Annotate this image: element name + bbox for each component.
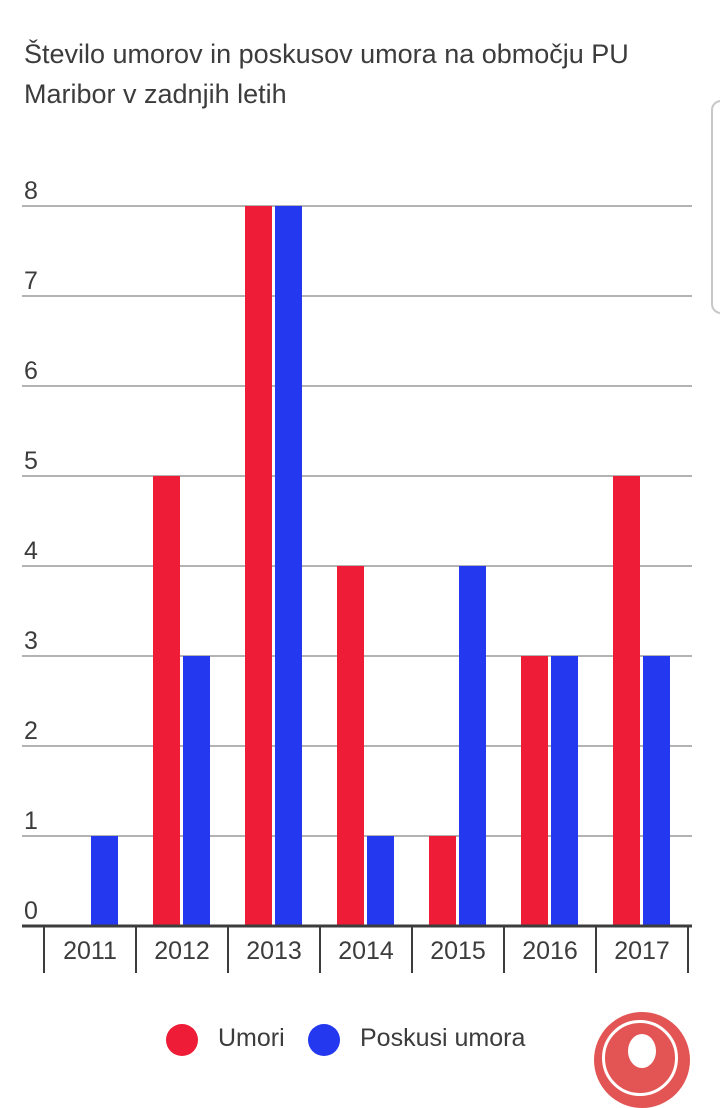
- y-tick-label: 8: [24, 177, 38, 205]
- y-tick-label: 4: [24, 537, 38, 565]
- bar-umori-2017: [613, 476, 640, 926]
- x-tick-label: 2015: [430, 937, 486, 965]
- x-tick-label: 2013: [246, 937, 302, 965]
- bar-umori-2014: [337, 566, 364, 926]
- side-panel-handle[interactable]: [711, 100, 720, 314]
- legend-swatch-umori: [166, 1024, 198, 1056]
- legend: Umori Poskusi umora: [0, 1022, 720, 1058]
- legend-label-umori: Umori: [218, 1024, 285, 1052]
- bar-poskusi-umora-2013: [275, 206, 302, 926]
- bar-poskusi-umora-2012: [183, 656, 210, 926]
- legend-label-poskusi-umora: Poskusi umora: [360, 1024, 526, 1052]
- y-tick-label: 3: [24, 627, 38, 655]
- y-tick-label: 1: [24, 807, 38, 835]
- legend-swatch-poskusi-umora: [308, 1024, 340, 1056]
- bar-umori-2013: [245, 206, 272, 926]
- y-tick-label: 2: [24, 717, 38, 745]
- bar-poskusi-umora-2015: [459, 566, 486, 926]
- bar-chart: 0 1 2 3 4 5 6 7 8 2011 2012 2013 2014 2015 2016 2017: [22, 177, 692, 973]
- bar-poskusi-umora-2017: [643, 656, 670, 926]
- x-tick-label: 2011: [63, 937, 117, 965]
- bar-poskusi-umora-2014: [367, 836, 394, 926]
- x-tick-label: 2016: [522, 937, 578, 965]
- x-tick-label: 2012: [154, 937, 210, 965]
- x-tick-label: 2014: [338, 937, 394, 965]
- y-tick-label: 0: [24, 897, 38, 925]
- y-tick-label: 6: [24, 357, 38, 385]
- bar-poskusi-umora-2016: [551, 656, 578, 926]
- chart-title: Število umorov in poskusov umora na obmo…: [24, 39, 629, 109]
- bar-umori-2016: [521, 656, 548, 926]
- x-tick-label: 2017: [614, 937, 670, 965]
- bar-poskusi-umora-2011: [91, 836, 118, 926]
- chat-icon[interactable]: [594, 1012, 690, 1108]
- chat-icon-glyph: [628, 1034, 656, 1068]
- bar-umori-2012: [153, 476, 180, 926]
- y-tick-label: 7: [24, 267, 38, 295]
- y-tick-label: 5: [24, 447, 38, 475]
- bar-umori-2015: [429, 836, 456, 926]
